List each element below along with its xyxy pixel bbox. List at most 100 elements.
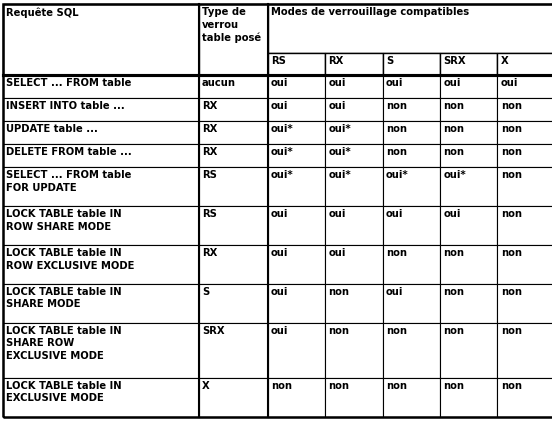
Text: oui: oui xyxy=(271,248,288,258)
Bar xyxy=(199,98,268,121)
Text: non: non xyxy=(501,147,522,157)
Text: RX: RX xyxy=(202,147,217,157)
Text: LOCK TABLE table IN
SHARE ROW
EXCLUSIVE MODE: LOCK TABLE table IN SHARE ROW EXCLUSIVE … xyxy=(6,326,121,361)
Text: LOCK TABLE table IN
SHARE MODE: LOCK TABLE table IN SHARE MODE xyxy=(6,287,121,309)
Text: non: non xyxy=(443,287,464,297)
Bar xyxy=(199,323,268,377)
Text: LOCK TABLE table IN
ROW EXCLUSIVE MODE: LOCK TABLE table IN ROW EXCLUSIVE MODE xyxy=(6,248,135,271)
Bar xyxy=(440,98,497,121)
Bar xyxy=(440,144,497,167)
Bar xyxy=(199,75,268,98)
Text: INSERT INTO table ...: INSERT INTO table ... xyxy=(6,101,125,111)
Bar xyxy=(3,144,199,167)
Bar xyxy=(325,98,383,121)
Text: oui: oui xyxy=(328,248,346,258)
Bar xyxy=(268,323,325,377)
Text: oui*: oui* xyxy=(328,124,351,134)
Text: oui: oui xyxy=(328,78,346,88)
Bar xyxy=(268,284,325,323)
Text: oui*: oui* xyxy=(328,170,351,180)
Text: UPDATE table ...: UPDATE table ... xyxy=(6,124,98,134)
Bar xyxy=(268,121,325,144)
Bar xyxy=(383,75,440,98)
Text: oui: oui xyxy=(443,78,460,88)
Bar xyxy=(383,206,440,245)
Bar xyxy=(3,206,199,245)
Bar xyxy=(497,284,552,323)
Bar xyxy=(497,377,552,416)
Bar xyxy=(268,53,325,75)
Bar xyxy=(3,377,199,416)
Text: non: non xyxy=(501,124,522,134)
Text: non: non xyxy=(328,380,349,391)
Bar xyxy=(3,245,199,284)
Text: RX: RX xyxy=(202,248,217,258)
Text: non: non xyxy=(386,147,407,157)
Text: oui: oui xyxy=(328,101,346,111)
Bar xyxy=(440,377,497,416)
Text: oui: oui xyxy=(328,209,346,219)
Bar xyxy=(383,53,440,75)
Text: oui: oui xyxy=(386,209,403,219)
Text: RS: RS xyxy=(202,209,217,219)
Bar xyxy=(440,323,497,377)
Bar xyxy=(325,245,383,284)
Text: RS: RS xyxy=(202,170,217,180)
Text: non: non xyxy=(386,124,407,134)
Bar xyxy=(268,75,325,98)
Text: non: non xyxy=(443,326,464,336)
Text: non: non xyxy=(328,287,349,297)
Bar xyxy=(199,144,268,167)
Text: oui*: oui* xyxy=(328,147,351,157)
Bar xyxy=(383,121,440,144)
Bar xyxy=(497,75,552,98)
Bar xyxy=(497,98,552,121)
Bar xyxy=(268,377,325,416)
Text: non: non xyxy=(443,248,464,258)
Text: oui*: oui* xyxy=(386,170,408,180)
Bar xyxy=(325,121,383,144)
Text: DELETE FROM table ...: DELETE FROM table ... xyxy=(6,147,132,157)
Bar xyxy=(497,245,552,284)
Text: non: non xyxy=(501,326,522,336)
Bar xyxy=(497,206,552,245)
Text: oui: oui xyxy=(271,287,288,297)
Text: oui: oui xyxy=(386,78,403,88)
Text: X: X xyxy=(202,380,210,391)
Text: RX: RX xyxy=(202,101,217,111)
Text: oui*: oui* xyxy=(271,124,294,134)
Text: non: non xyxy=(501,209,522,219)
Text: SRX: SRX xyxy=(202,326,225,336)
Text: oui*: oui* xyxy=(271,170,294,180)
Bar xyxy=(3,323,199,377)
Text: non: non xyxy=(443,124,464,134)
Bar xyxy=(268,245,325,284)
Bar xyxy=(3,167,199,206)
Text: RX: RX xyxy=(202,124,217,134)
Bar xyxy=(325,284,383,323)
Bar xyxy=(3,284,199,323)
Text: non: non xyxy=(443,380,464,391)
Text: non: non xyxy=(443,101,464,111)
Text: non: non xyxy=(501,380,522,391)
Text: oui: oui xyxy=(271,101,288,111)
Text: non: non xyxy=(501,287,522,297)
Bar xyxy=(325,53,383,75)
Bar xyxy=(199,121,268,144)
Text: Requête SQL: Requête SQL xyxy=(6,7,79,18)
Bar xyxy=(440,121,497,144)
Bar xyxy=(268,98,325,121)
Bar xyxy=(268,144,325,167)
Bar xyxy=(383,377,440,416)
Text: LOCK TABLE table IN
ROW SHARE MODE: LOCK TABLE table IN ROW SHARE MODE xyxy=(6,209,121,232)
Text: non: non xyxy=(386,380,407,391)
Text: Type de
verrou
table posé: Type de verrou table posé xyxy=(202,7,261,42)
Text: S: S xyxy=(386,56,393,66)
Bar xyxy=(383,144,440,167)
Text: oui*: oui* xyxy=(443,170,466,180)
Text: SRX: SRX xyxy=(443,56,466,66)
Bar xyxy=(325,206,383,245)
Bar xyxy=(199,206,268,245)
Bar xyxy=(3,4,199,75)
Bar xyxy=(268,206,325,245)
